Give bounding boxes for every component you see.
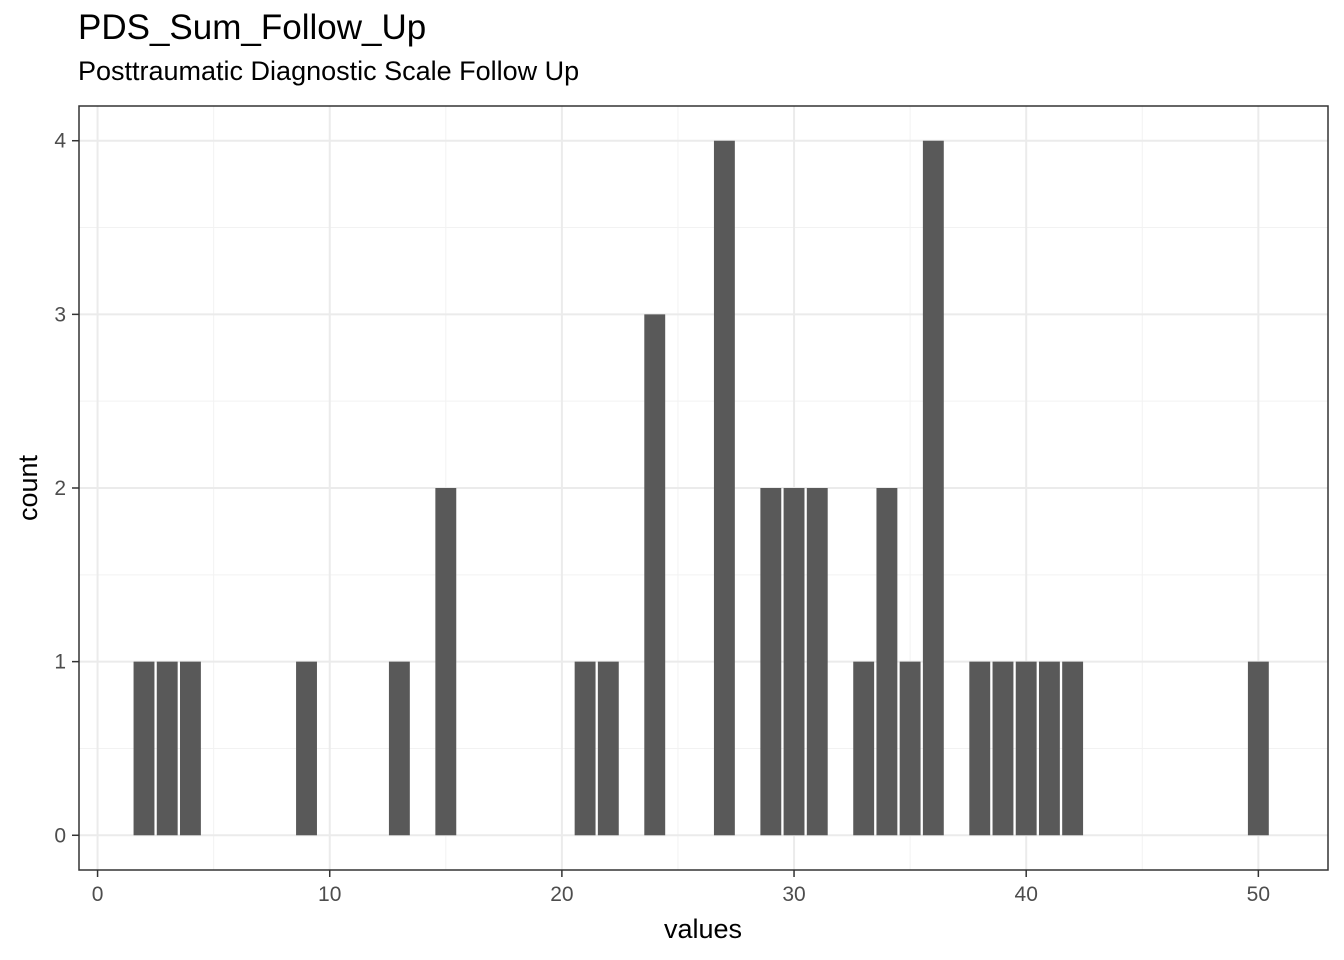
bar [922,140,944,836]
bar [435,488,457,836]
y-tick-label: 1 [54,651,66,674]
bar [179,661,201,836]
bar [597,661,619,836]
bar [1247,661,1269,836]
bar [1062,661,1084,836]
x-tick-label: 30 [782,883,805,906]
bar [760,488,782,836]
chart-subtitle: Posttraumatic Diagnostic Scale Follow Up [78,56,580,86]
y-axis-title: count [13,454,43,521]
chart-title: PDS_Sum_Follow_Up [78,8,427,47]
bar [1038,661,1060,836]
bars [133,140,1269,836]
bar [969,661,991,836]
bar [992,661,1014,836]
x-tick-label: 20 [550,883,573,906]
x-tick-label: 10 [318,883,341,906]
bar [713,140,735,836]
x-tick-label: 40 [1015,883,1038,906]
bar [388,661,410,836]
bar [853,661,875,836]
bar [806,488,828,836]
bar [133,661,155,836]
y-axis: 0 1 2 3 4 [54,130,79,847]
y-tick-label: 4 [54,130,66,153]
y-tick-label: 2 [54,477,66,500]
y-tick-label: 0 [54,824,66,847]
bar [644,314,666,836]
bar [574,661,596,836]
bar [296,661,317,836]
bar [783,488,805,836]
y-tick-label: 3 [54,303,66,326]
x-axis-title: values [664,914,742,944]
x-tick-label: 50 [1247,883,1270,906]
bar [1015,661,1037,836]
bar [899,661,921,836]
x-tick-label: 0 [92,883,104,906]
bar [156,661,178,836]
bar [876,488,898,836]
x-axis: 0 10 20 30 40 50 [92,870,1270,906]
